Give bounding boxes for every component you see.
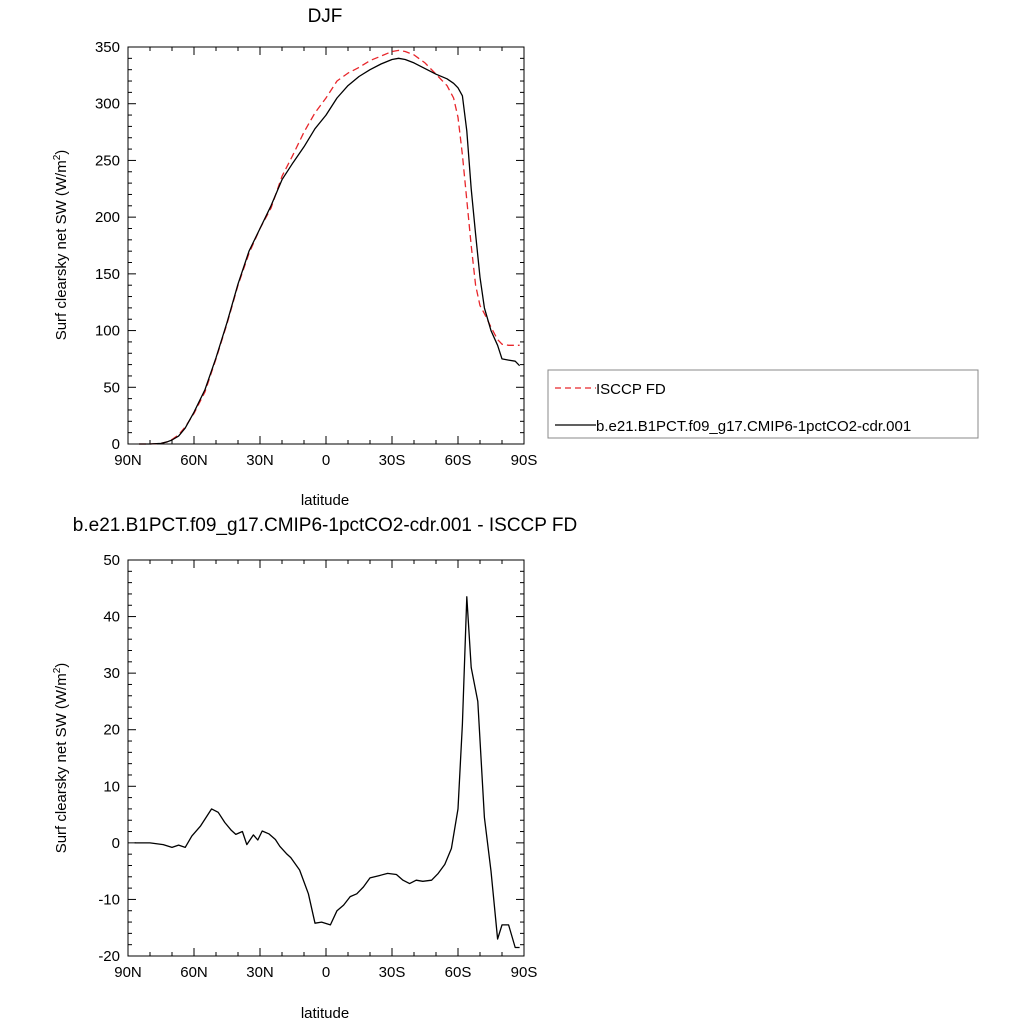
legend-box bbox=[547, 369, 979, 439]
bottom-y-tick-label: 0 bbox=[112, 835, 120, 852]
top-x-tick-label: 90S bbox=[511, 452, 538, 469]
top-chart-x-axis-label: latitude bbox=[301, 492, 349, 509]
bottom-x-tick-label: 30S bbox=[379, 964, 406, 981]
top-x-tick-label: 90N bbox=[114, 452, 142, 469]
bottom-y-tick-label: 50 bbox=[103, 552, 120, 569]
bottom-chart: b.e21.B1PCT.f09_g17.CMIP6-1pctCO2-cdr.00… bbox=[52, 515, 577, 1022]
bottom-x-tick-label: 30N bbox=[246, 964, 274, 981]
legend-label-model: b.e21.B1PCT.f09_g17.CMIP6-1pctCO2-cdr.00… bbox=[596, 418, 911, 435]
bottom-chart-y-axis-label: Surf clearsky net SW (W/m2) bbox=[52, 663, 70, 854]
top-x-tick-label: 60N bbox=[180, 452, 208, 469]
top-chart: DJF latitude Surf clearsky net SW (W/m2)… bbox=[52, 6, 537, 509]
top-chart-series bbox=[139, 49, 521, 445]
difference-line bbox=[134, 596, 520, 949]
bottom-y-tick-label: 10 bbox=[103, 778, 120, 795]
model-line bbox=[139, 57, 521, 445]
bottom-x-tick-label: 90N bbox=[114, 964, 142, 981]
top-y-tick-label: 0 bbox=[112, 436, 120, 453]
top-y-tick-label: 150 bbox=[95, 266, 120, 283]
bottom-chart-series bbox=[134, 596, 520, 949]
top-x-tick-label: 30S bbox=[379, 452, 406, 469]
bottom-chart-x-axis-label: latitude bbox=[301, 1005, 349, 1022]
bottom-y-tick-label: 30 bbox=[103, 665, 120, 682]
bottom-y-tick-label: 20 bbox=[103, 722, 120, 739]
top-chart-plot-frame bbox=[127, 46, 525, 445]
bottom-chart-plot-frame bbox=[127, 559, 525, 957]
top-chart-axes: 90N 60N 30N 0 30S 60S 90S 0 50 100 150 200 250 300 350 bbox=[95, 39, 537, 469]
top-y-tick-label: 100 bbox=[95, 323, 120, 340]
bottom-y-tick-label: 40 bbox=[103, 609, 120, 626]
top-x-tick-label: 0 bbox=[322, 452, 330, 469]
top-y-tick-label: 50 bbox=[103, 379, 120, 396]
top-y-tick-label: 200 bbox=[95, 209, 120, 226]
top-x-tick-label: 60S bbox=[445, 452, 472, 469]
top-chart-y-axis-label: Surf clearsky net SW (W/m2) bbox=[52, 150, 70, 341]
top-y-tick-label: 250 bbox=[95, 152, 120, 169]
bottom-x-tick-label: 0 bbox=[322, 964, 330, 981]
bottom-chart-title: b.e21.B1PCT.f09_g17.CMIP6-1pctCO2-cdr.00… bbox=[73, 515, 577, 536]
bottom-x-tick-label: 90S bbox=[511, 964, 538, 981]
isccp-fd-line bbox=[139, 49, 520, 445]
bottom-chart-axes: 90N 60N 30N 0 30S 60S 90S -20 -10 0 10 20 30 40 50 bbox=[98, 552, 537, 981]
top-x-tick-label: 30N bbox=[246, 452, 274, 469]
top-chart-title: DJF bbox=[308, 6, 343, 27]
bottom-x-tick-label: 60N bbox=[180, 964, 208, 981]
bottom-y-tick-label: -10 bbox=[98, 891, 120, 908]
legend: ISCCP FD b.e21.B1PCT.f09_g17.CMIP6-1pctC… bbox=[547, 369, 979, 439]
top-y-tick-label: 350 bbox=[95, 39, 120, 56]
top-y-tick-label: 300 bbox=[95, 96, 120, 113]
bottom-x-tick-label: 60S bbox=[445, 964, 472, 981]
bottom-y-tick-label: -20 bbox=[98, 948, 120, 965]
legend-label-isccp: ISCCP FD bbox=[596, 381, 666, 398]
